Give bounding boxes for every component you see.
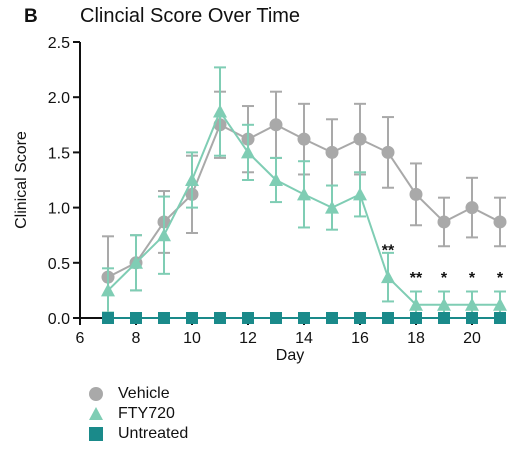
data-point <box>298 312 310 324</box>
x-tick-label: 16 <box>351 330 369 347</box>
y-tick-label: 1.0 <box>48 201 70 218</box>
data-point <box>241 145 255 159</box>
data-point <box>465 201 479 215</box>
legend-label: FTY720 <box>118 405 175 422</box>
x-axis-label: Day <box>276 347 304 364</box>
data-point <box>493 297 507 311</box>
data-point <box>353 132 367 146</box>
data-point <box>129 255 143 269</box>
data-point <box>214 312 226 324</box>
x-tick-label: 6 <box>76 330 85 347</box>
significance-annotation: ** <box>410 270 423 287</box>
x-tick-label: 14 <box>295 330 313 347</box>
significance-annotation: * <box>441 270 448 287</box>
data-point <box>438 312 450 324</box>
chart-title: Clincial Score Over Time <box>80 5 301 27</box>
data-point <box>185 173 199 186</box>
data-point <box>382 312 394 324</box>
y-tick-label: 0.0 <box>48 311 70 328</box>
data-point <box>325 145 339 159</box>
panel-letter: B <box>24 6 38 27</box>
legend-item-fty720: FTY720 <box>84 404 188 424</box>
data-point <box>297 187 311 201</box>
x-tick-label: 10 <box>183 330 201 347</box>
data-point <box>102 312 114 324</box>
data-point <box>213 104 227 118</box>
data-point <box>297 132 311 146</box>
significance-annotation: ** <box>382 243 395 260</box>
data-point <box>437 215 451 229</box>
y-tick-label: 2.0 <box>48 90 70 107</box>
data-point <box>466 312 478 324</box>
legend: Vehicle FTY720 Untreated <box>84 384 188 444</box>
data-point <box>242 312 254 324</box>
series-layer <box>101 66 507 324</box>
legend-label: Vehicle <box>118 385 170 402</box>
data-point <box>186 312 198 324</box>
legend-label: Untreated <box>118 425 189 442</box>
data-point <box>437 297 451 311</box>
data-point <box>409 297 423 311</box>
data-point <box>270 312 282 324</box>
axes: 0.0 0.5 1.0 1.5 2.0 2.5 6 8 10 12 14 16 18 20 Day Clini… <box>13 35 501 364</box>
y-tick-label: 0.5 <box>48 256 70 273</box>
data-point <box>493 215 507 229</box>
y-axis-label: Clinical Score <box>13 131 30 229</box>
annotations: **** * * * <box>382 243 504 288</box>
y-tick-label: 1.5 <box>48 145 70 162</box>
data-point <box>353 187 367 201</box>
legend-item-untreated: Untreated <box>84 424 188 444</box>
legend-triangle-icon <box>89 407 103 420</box>
data-point <box>269 118 283 132</box>
data-point <box>269 173 283 186</box>
data-point <box>130 312 142 324</box>
x-tick-label: 8 <box>132 330 141 347</box>
y-tick-label: 2.5 <box>48 35 70 52</box>
data-point <box>158 312 170 324</box>
data-point <box>410 312 422 324</box>
significance-annotation: * <box>497 270 504 287</box>
legend-item-vehicle: Vehicle <box>84 384 188 404</box>
significance-annotation: * <box>469 270 476 287</box>
x-tick-label: 18 <box>407 330 425 347</box>
data-point <box>326 312 338 324</box>
data-point <box>381 145 395 159</box>
data-point <box>101 283 115 297</box>
legend-square-icon <box>89 427 103 441</box>
x-tick-label: 20 <box>463 330 481 347</box>
data-point <box>409 187 423 201</box>
data-point <box>354 312 366 324</box>
data-point <box>325 200 339 214</box>
legend-circle-icon <box>89 387 103 401</box>
series-untreated <box>102 312 506 324</box>
data-point <box>157 228 171 242</box>
data-point <box>465 297 479 311</box>
data-point <box>494 312 506 324</box>
data-point <box>381 270 395 284</box>
x-tick-label: 12 <box>239 330 257 347</box>
